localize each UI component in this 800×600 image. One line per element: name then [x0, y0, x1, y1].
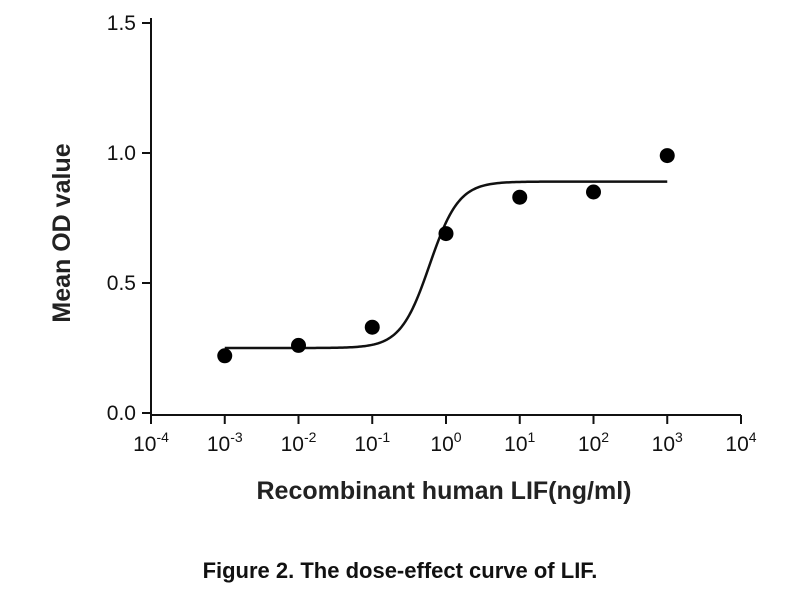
figure-caption: Figure 2. The dose-effect curve of LIF. — [202, 558, 598, 583]
y-tick-label: 1.5 — [107, 12, 136, 35]
axes — [150, 18, 741, 416]
x-tick-label: 104 — [725, 429, 756, 456]
y-axis-title: Mean OD value — [48, 143, 76, 322]
data-points — [217, 148, 675, 364]
data-point — [512, 189, 528, 205]
x-tick-label: 101 — [504, 429, 535, 456]
y-ticks: 0.0 0.5 1.0 1.5 — [107, 12, 151, 425]
x-axis-title: Recombinant human LIF(ng/ml) — [257, 477, 632, 505]
x-tick-label: 10-3 — [207, 429, 243, 456]
data-point — [364, 319, 380, 335]
x-tick-label: 10-4 — [133, 429, 169, 456]
x-tick-label: 10-2 — [281, 429, 317, 456]
x-tick-label: 103 — [652, 429, 683, 456]
data-point — [438, 226, 454, 242]
y-tick-label: 0.5 — [107, 272, 136, 295]
x-tick-label: 100 — [430, 429, 461, 456]
x-tick-label: 102 — [578, 429, 609, 456]
y-tick-label: 0.0 — [107, 402, 136, 425]
x-ticks: 10-4 10-3 10-2 10-1 100 101 102 103 104 — [133, 415, 757, 456]
y-tick-label: 1.0 — [107, 142, 136, 165]
fit-curve — [224, 180, 668, 350]
data-point — [217, 348, 233, 364]
data-point — [291, 337, 306, 353]
x-tick-label: 10-1 — [354, 429, 390, 456]
data-point — [659, 148, 675, 164]
data-point — [586, 184, 601, 200]
